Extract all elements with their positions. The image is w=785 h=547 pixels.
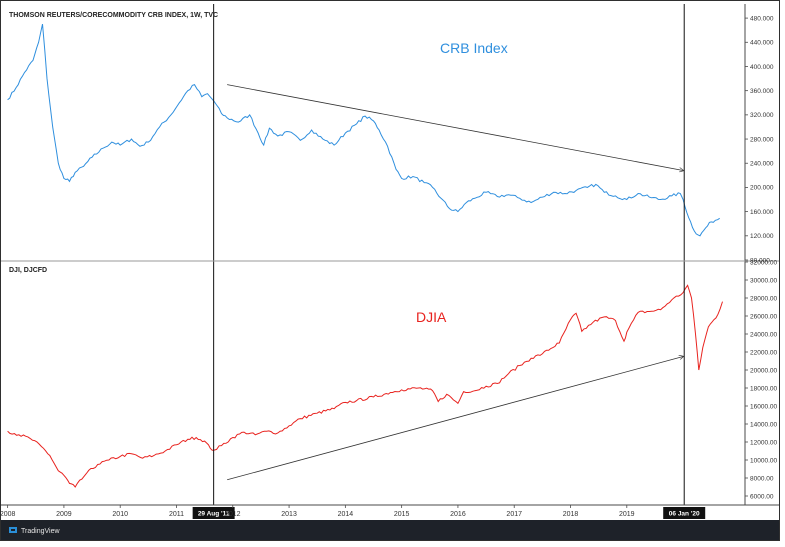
x-tick-label: 2008 — [0, 511, 16, 518]
x-tick-label: 2019 — [619, 511, 635, 518]
y-tick-label: 360.000 — [750, 88, 774, 95]
x-tick-label: 2010 — [112, 511, 128, 518]
axis-layer: 480.000 440.000 400.000 360.000 320.000 280.0… — [0, 4, 779, 518]
y-tick-label: 16000.00 — [750, 403, 777, 410]
bottom-bar — [1, 520, 779, 540]
y-tick-label: 30000.00 — [750, 277, 777, 284]
x-tick-label: 2009 — [56, 511, 72, 518]
tradingview-brand: TradingView — [21, 528, 60, 535]
x-tick-label: 2011 — [169, 511, 184, 518]
y-tick-label: 14000.00 — [750, 421, 777, 428]
x-tick-label: 2018 — [563, 511, 579, 518]
x-tick-label: 2015 — [394, 511, 410, 518]
event-marker-flag — [663, 507, 706, 519]
djia-series-label: DJIA — [416, 309, 447, 325]
crb-series-label: CRB Index — [440, 40, 508, 56]
y-tick-label: 440.000 — [750, 40, 774, 47]
crb-pane-title: THOMSON REUTERS/CORECOMMODITY CRB INDEX,… — [9, 12, 218, 19]
y-tick-label: 12000.00 — [750, 439, 777, 446]
marker-layer: 29 Aug '11 06 Jan '20 — [192, 4, 706, 519]
djia-line — [7, 284, 723, 488]
y-tick-label: 10000.00 — [750, 457, 777, 464]
y-tick-label: 80.000 — [750, 257, 770, 264]
crb-downtrend-arrow — [227, 84, 683, 171]
x-tick-label: 2012 — [225, 511, 241, 518]
series-layer — [7, 23, 723, 488]
y-tick-label: 120.000 — [750, 233, 774, 240]
y-tick-label: 280.000 — [750, 136, 774, 143]
y-tick-label: 20000.00 — [750, 367, 777, 374]
crb-index-line — [7, 23, 720, 237]
y-tick-label: 22000.00 — [750, 349, 777, 356]
y-tick-label: 240.000 — [750, 161, 774, 168]
y-tick-label: 160.000 — [750, 209, 774, 216]
x-tick-label: 2017 — [506, 511, 522, 518]
dji-pane-title: DJI, DJCFD — [9, 267, 47, 274]
x-tick-label: 2016 — [450, 511, 466, 518]
y-tick-label: 480.000 — [750, 15, 774, 22]
event-marker-flag — [192, 507, 235, 519]
y-tick-label: 32000.00 — [750, 259, 777, 266]
y-tick-label: 200.000 — [750, 185, 774, 192]
y-tick-label: 18000.00 — [750, 385, 777, 392]
y-tick-label: 26000.00 — [750, 313, 777, 320]
y-tick-label: 400.000 — [750, 64, 774, 71]
x-tick-label: 2013 — [281, 511, 297, 518]
event-marker-label: 06 Jan '20 — [669, 511, 700, 518]
y-tick-label: 28000.00 — [750, 295, 777, 302]
y-tick-label: 24000.00 — [750, 331, 777, 338]
tradingview-logo-icon — [9, 527, 17, 533]
y-tick-label: 6000.00 — [750, 493, 774, 500]
y-tick-label: 8000.00 — [750, 475, 774, 482]
y-tick-label: 320.000 — [750, 112, 774, 119]
djia-uptrend-arrow — [227, 357, 683, 481]
x-tick-label: 2014 — [338, 511, 354, 518]
event-marker-label: 29 Aug '11 — [198, 511, 230, 518]
